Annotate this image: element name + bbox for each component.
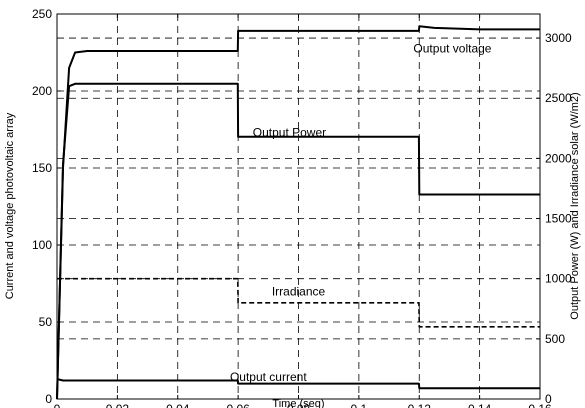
x-tick-label: 0.1: [351, 402, 368, 408]
y-left-tick-label: 0: [45, 392, 52, 406]
y-left-tick-label: 150: [32, 161, 52, 175]
y-right-tick-label: 2500: [545, 91, 572, 105]
series-line-output-current: [56, 378, 540, 390]
y-right-tick-label: 1000: [545, 272, 572, 286]
annotation-output-voltage: Output voltage: [413, 42, 491, 56]
y-right-tick-label: 500: [545, 332, 565, 346]
x-tick-label: 0.12: [408, 402, 432, 408]
y-axis-right-label: Output Power (W) and Irradiance solar (W…: [569, 92, 581, 319]
series-group: [56, 25, 540, 400]
annotation-output-power: Output Power: [253, 126, 326, 140]
grid: [57, 14, 540, 399]
y-right-tick-label: 3000: [545, 31, 572, 45]
y-right-tick-label: 0: [545, 392, 552, 406]
y-left-tick-label: 100: [32, 238, 52, 252]
x-tick-label: 0.16: [528, 402, 552, 408]
x-tick-label: 0: [54, 402, 61, 408]
x-tick-label: 0.02: [106, 402, 130, 408]
ticks: 00.020.040.060.080.10.120.140.1605010015…: [32, 7, 572, 408]
x-axis-label: Time (seg): [272, 398, 324, 408]
y-left-tick-label: 250: [32, 7, 52, 21]
x-tick-label: 0.04: [166, 402, 190, 408]
x-tick-label: 0.14: [468, 402, 492, 408]
series-line-output-voltage: [56, 25, 540, 400]
annotation-irradiance: Irradiance: [272, 285, 326, 299]
y-axis-left-label: Current and voltage photovoltaic array: [4, 112, 16, 299]
y-left-tick-label: 200: [32, 84, 52, 98]
annotation-output-current: Output current: [230, 370, 307, 384]
annotations: Output voltage Output Power Irradiance Outp…: [230, 42, 492, 384]
y-right-tick-label: 2000: [545, 151, 572, 165]
series-line-output-power: [56, 82, 540, 400]
x-tick-label: 0.06: [226, 402, 250, 408]
y-right-tick-label: 1500: [545, 212, 572, 226]
x-tick-label: 0.08: [287, 402, 311, 408]
y-left-tick-label: 50: [39, 315, 53, 329]
